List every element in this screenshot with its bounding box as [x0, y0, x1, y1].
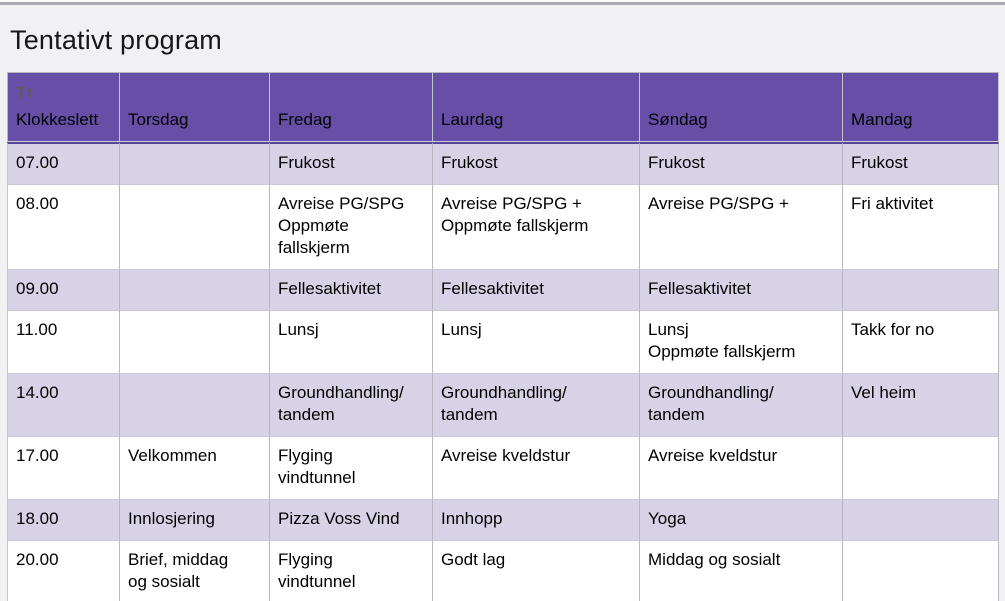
column-header-label: Klokkeslett	[16, 110, 99, 129]
table-row: 08.00 Avreise PG/SPG Oppmøte fallskjerm …	[7, 185, 999, 270]
time-cell: 20.00	[7, 541, 120, 601]
time-cell: 11.00	[7, 311, 120, 374]
table-row: 11.00 Lunsj Lunsj Lunsj Oppmøte fallskje…	[7, 311, 999, 374]
column-header-klokkeslett: Tт Klokkeslett	[7, 72, 120, 142]
cell-mandag	[843, 500, 999, 541]
program-table: Tт Klokkeslett Torsdag Fredag Laurdag Sø…	[7, 72, 999, 601]
cell-laurdag: Avreise PG/SPG + Oppmøte fallskjerm	[433, 185, 640, 270]
cell-fredag: Lunsj	[270, 311, 433, 374]
time-cell: 08.00	[7, 185, 120, 270]
top-divider	[0, 2, 1005, 5]
cell-sondag: Avreise PG/SPG +	[640, 185, 843, 270]
cell-mandag: Takk for no	[843, 311, 999, 374]
cell-mandag: Vel heim	[843, 374, 999, 437]
cell-sondag: Middag og sosialt	[640, 541, 843, 601]
cell-torsdag	[120, 311, 270, 374]
cell-torsdag	[120, 270, 270, 311]
cell-sondag: Lunsj Oppmøte fallskjerm	[640, 311, 843, 374]
cell-torsdag	[120, 374, 270, 437]
cell-fredag: Flyging vindtunnel	[270, 541, 433, 601]
table-row: 17.00 Velkommen Flyging vindtunnel Avrei…	[7, 437, 999, 500]
table-row: 18.00 Innlosjering Pizza Voss Vind Innho…	[7, 500, 999, 541]
cell-mandag: Fri aktivitet	[843, 185, 999, 270]
cell-laurdag: Groundhandling/ tandem	[433, 374, 640, 437]
cell-mandag	[843, 541, 999, 601]
table-row: 14.00 Groundhandling/ tandem Groundhandl…	[7, 374, 999, 437]
table-row: 20.00 Brief, middag og sosialt Flyging v…	[7, 541, 999, 601]
time-cell: 07.00	[7, 142, 120, 185]
cell-laurdag: Godt lag	[433, 541, 640, 601]
time-cell: 14.00	[7, 374, 120, 437]
time-cell: 09.00	[7, 270, 120, 311]
cell-sondag: Fellesaktivitet	[640, 270, 843, 311]
cell-torsdag: Brief, middag og sosialt	[120, 541, 270, 601]
cell-laurdag: Fellesaktivitet	[433, 270, 640, 311]
cell-fredag: Fellesaktivitet	[270, 270, 433, 311]
column-header-mandag: Mandag	[843, 72, 999, 142]
cell-sondag: Groundhandling/ tandem	[640, 374, 843, 437]
cell-torsdag: Velkommen	[120, 437, 270, 500]
cell-laurdag: Frukost	[433, 142, 640, 185]
slide-top-edge	[0, 0, 1005, 2]
cell-mandag: Frukost	[843, 142, 999, 185]
cell-laurdag: Avreise kveldstur	[433, 437, 640, 500]
cell-fredag: Groundhandling/ tandem	[270, 374, 433, 437]
table-header-row: Tт Klokkeslett Torsdag Fredag Laurdag Sø…	[7, 72, 999, 142]
cell-sondag: Avreise kveldstur	[640, 437, 843, 500]
cell-torsdag: Innlosjering	[120, 500, 270, 541]
cell-fredag: Flyging vindtunnel	[270, 437, 433, 500]
cell-torsdag	[120, 142, 270, 185]
cell-torsdag	[120, 185, 270, 270]
text-format-icon: Tт	[16, 85, 34, 102]
cell-mandag	[843, 437, 999, 500]
column-header-torsdag: Torsdag	[120, 72, 270, 142]
column-header-sondag: Søndag	[640, 72, 843, 142]
cell-sondag: Frukost	[640, 142, 843, 185]
time-cell: 17.00	[7, 437, 120, 500]
cell-fredag: Frukost	[270, 142, 433, 185]
cell-mandag	[843, 270, 999, 311]
cell-laurdag: Innhopp	[433, 500, 640, 541]
time-cell: 18.00	[7, 500, 120, 541]
page-title: Tentativt program	[10, 25, 222, 55]
column-header-laurdag: Laurdag	[433, 72, 640, 142]
column-header-fredag: Fredag	[270, 72, 433, 142]
table-row: 09.00 Fellesaktivitet Fellesaktivitet Fe…	[7, 270, 999, 311]
table-body: 07.00 Frukost Frukost Frukost Frukost 08…	[7, 142, 999, 601]
cell-fredag: Avreise PG/SPG Oppmøte fallskjerm	[270, 185, 433, 270]
table-row: 07.00 Frukost Frukost Frukost Frukost	[7, 142, 999, 185]
cell-sondag: Yoga	[640, 500, 843, 541]
cell-fredag: Pizza Voss Vind	[270, 500, 433, 541]
cell-laurdag: Lunsj	[433, 311, 640, 374]
